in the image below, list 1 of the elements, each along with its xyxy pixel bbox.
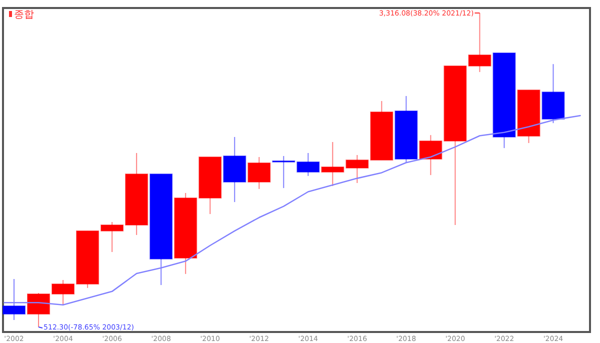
chart-title: 종합 bbox=[14, 10, 34, 20]
